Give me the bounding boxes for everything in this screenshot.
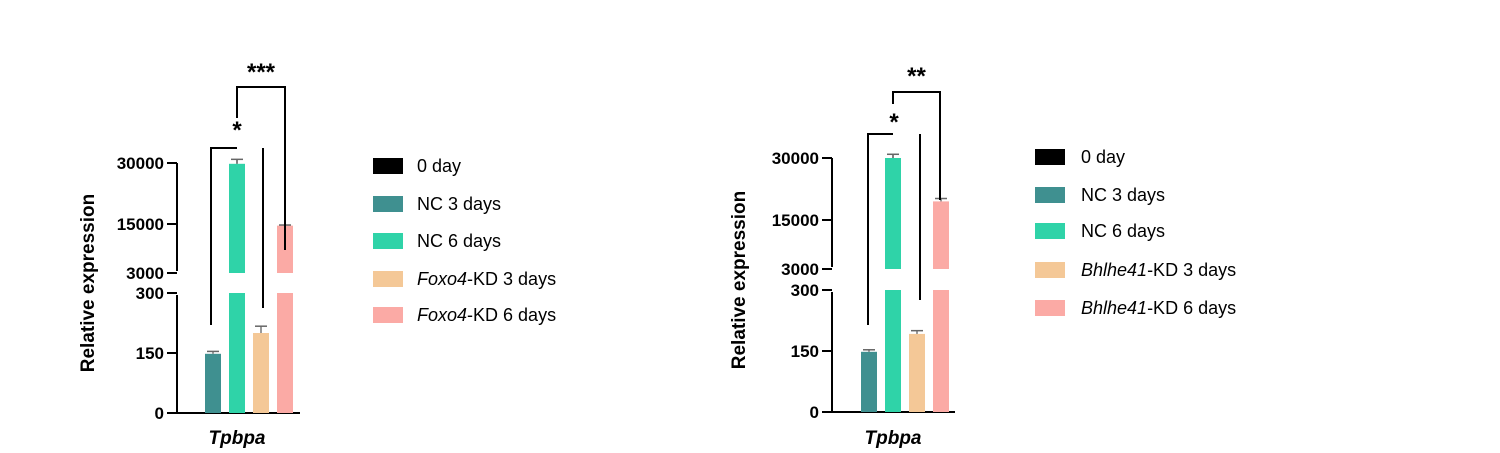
y-tick-label: 3000 — [781, 260, 819, 279]
significance-label: ** — [907, 63, 926, 90]
x-category-label: Tpbpa — [865, 428, 922, 449]
y-tick-label: 3000 — [126, 264, 164, 283]
legend-label: 0 day — [417, 156, 461, 176]
significance-bracket — [236, 86, 286, 250]
significance-bracket — [210, 147, 237, 325]
bar — [277, 293, 293, 413]
legend-label: NC 6 days — [417, 231, 501, 251]
bar — [861, 351, 877, 412]
legend-label: Foxo4-KD 6 days — [417, 305, 556, 325]
y-tick-label: 30000 — [772, 149, 819, 168]
y-axis-label: Relative expression — [78, 194, 99, 372]
legend-swatch — [1035, 149, 1065, 165]
legend-label: NC 3 days — [417, 194, 501, 214]
bar — [253, 333, 269, 413]
legend-swatch — [1035, 262, 1065, 278]
legend-gene-name: Foxo4 — [417, 269, 467, 289]
legend-suffix: -KD 6 days — [467, 305, 556, 325]
legend-gene-name: Foxo4 — [417, 305, 467, 325]
y-tick-label: 0 — [810, 403, 819, 422]
chart-panel-2: 0 150 300 3000 15000 30000 Relative expression… — [729, 63, 1236, 449]
bar — [933, 290, 949, 412]
y-tick-label: 15000 — [772, 211, 819, 230]
legend-gene-name: Bhlhe41 — [1081, 260, 1147, 280]
legend-swatch — [1035, 300, 1065, 316]
bar — [909, 333, 925, 412]
y-tick-label: 15000 — [117, 215, 164, 234]
legend-suffix: -KD 3 days — [467, 269, 556, 289]
bar — [229, 293, 245, 413]
legend-label: Bhlhe41-KD 6 days — [1081, 298, 1236, 318]
legend-swatch — [1035, 187, 1065, 203]
y-tick-label: 300 — [791, 281, 819, 300]
x-category-label: Tpbpa — [209, 428, 266, 449]
y-axis-label: Relative expression — [729, 191, 750, 369]
legend-swatch — [373, 158, 403, 174]
legend-suffix: -KD 6 days — [1147, 298, 1236, 318]
legend-label: NC 6 days — [1081, 221, 1165, 241]
legend-swatch — [373, 271, 403, 287]
y-tick-label: 150 — [136, 344, 164, 363]
y-tick-label: 30000 — [117, 154, 164, 173]
legend-swatch — [373, 233, 403, 249]
significance-bracket — [867, 133, 893, 325]
bar — [205, 353, 221, 413]
significance-label: * — [232, 117, 242, 144]
bar — [933, 201, 949, 269]
legend-label: Bhlhe41-KD 3 days — [1081, 260, 1236, 280]
significance-bracket — [892, 91, 941, 200]
significance-label: * — [889, 109, 899, 136]
legend-suffix: -KD 3 days — [1147, 260, 1236, 280]
legend-swatch — [373, 196, 403, 212]
legend-swatch — [1035, 223, 1065, 239]
y-tick-label: 0 — [155, 404, 164, 423]
legend-swatch — [373, 307, 403, 323]
significance-label: *** — [247, 59, 276, 86]
bar — [885, 158, 901, 269]
y-tick-label: 300 — [136, 284, 164, 303]
bar — [885, 290, 901, 412]
legend-label: 0 day — [1081, 147, 1125, 167]
bar — [229, 163, 245, 273]
legend-label: NC 3 days — [1081, 185, 1165, 205]
legend-gene-name: Bhlhe41 — [1081, 298, 1147, 318]
legend-label: Foxo4-KD 3 days — [417, 269, 556, 289]
y-tick-label: 150 — [791, 342, 819, 361]
